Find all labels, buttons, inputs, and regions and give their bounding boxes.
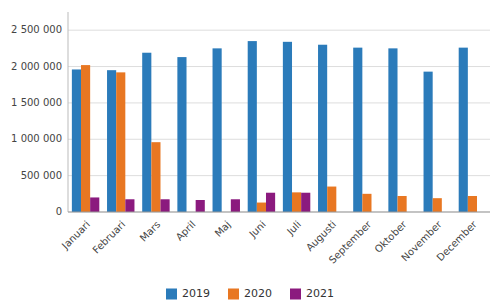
y-tick-label: 2 500 000 xyxy=(11,24,62,35)
grid-line xyxy=(68,66,490,67)
x-tick-label: Augusti xyxy=(304,219,338,253)
bar xyxy=(318,45,327,212)
bar xyxy=(160,199,169,212)
bar xyxy=(459,48,468,212)
legend-swatch xyxy=(166,289,177,300)
y-tick-label: 500 000 xyxy=(21,170,62,181)
x-axis: JanuariFebruari Mars April Maj Juni JuliAugus… xyxy=(59,212,490,266)
legend-label: 2019 xyxy=(182,287,210,300)
bar xyxy=(90,197,99,212)
bar xyxy=(353,48,362,212)
x-tick-label: September xyxy=(327,218,374,265)
bar xyxy=(257,203,266,212)
grid xyxy=(68,30,490,212)
grid-line xyxy=(68,212,490,213)
y-axis-line xyxy=(68,12,69,212)
y-axis: 0 500 000 1 000 000 1 500 000 2 000 000 2 500… xyxy=(11,12,68,217)
legend-label: 2021 xyxy=(306,287,334,300)
bar xyxy=(388,48,397,212)
x-tick-label: December xyxy=(434,218,479,263)
bar xyxy=(142,53,151,212)
bar xyxy=(81,65,90,212)
x-tick-label: Februari xyxy=(90,219,127,256)
bar xyxy=(196,200,205,212)
legend: 2019 2020 2021 xyxy=(166,287,334,300)
bar xyxy=(283,42,292,212)
legend-item: 2019 xyxy=(166,287,210,300)
bar xyxy=(125,199,134,212)
bar xyxy=(433,198,442,212)
x-tick-label: April xyxy=(174,219,198,243)
bar xyxy=(248,41,257,212)
x-tick-label: Mars xyxy=(138,219,163,244)
bar xyxy=(116,72,125,212)
bar xyxy=(266,193,275,212)
chart: 0 500 000 1 000 000 1 500 000 2 000 000 2 500… xyxy=(0,0,500,308)
bar xyxy=(177,57,186,212)
bar xyxy=(362,194,371,212)
legend-swatch xyxy=(290,289,301,300)
legend-item: 2020 xyxy=(228,287,272,300)
bar xyxy=(468,196,477,212)
bar xyxy=(301,193,310,212)
y-tick-label: 0 xyxy=(56,206,62,217)
bar xyxy=(151,142,160,212)
y-tick-label: 1 000 000 xyxy=(11,133,62,144)
bar xyxy=(398,196,407,212)
bar xyxy=(231,199,240,212)
x-tick-label: Oktober xyxy=(372,218,409,255)
bar xyxy=(327,187,336,212)
bar xyxy=(424,72,433,212)
y-tick-label: 2 000 000 xyxy=(11,61,62,72)
bar xyxy=(292,192,301,212)
y-tick-label: 1 500 000 xyxy=(11,97,62,108)
x-tick-label: Juni xyxy=(246,219,268,241)
grid-line xyxy=(68,30,490,31)
x-axis-line xyxy=(68,212,490,213)
x-tick-label: Januari xyxy=(59,219,92,252)
legend-label: 2020 xyxy=(244,287,272,300)
x-tick-label: Maj xyxy=(213,219,233,239)
bar xyxy=(107,70,116,212)
bar xyxy=(72,69,81,212)
legend-swatch xyxy=(228,289,239,300)
legend-item: 2021 xyxy=(290,287,334,300)
bar xyxy=(213,48,222,212)
bars xyxy=(72,41,477,212)
x-tick-label: Juli xyxy=(284,219,303,238)
